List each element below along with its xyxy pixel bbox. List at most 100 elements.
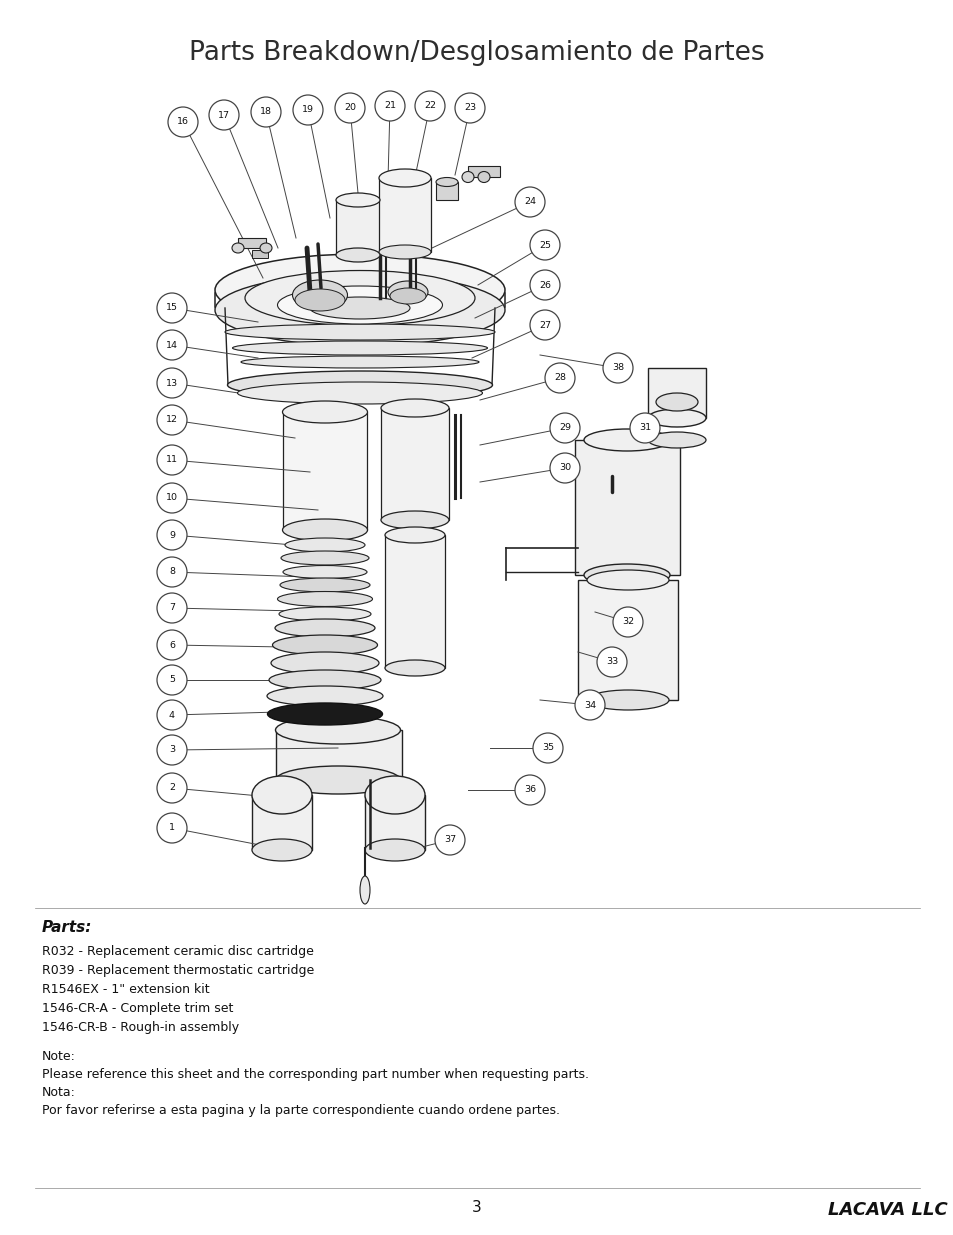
- Circle shape: [575, 690, 604, 720]
- Circle shape: [602, 353, 633, 383]
- Ellipse shape: [260, 243, 272, 253]
- Circle shape: [157, 368, 187, 398]
- Ellipse shape: [267, 703, 382, 725]
- Text: 38: 38: [611, 363, 623, 373]
- Text: R032 - Replacement ceramic disc cartridge: R032 - Replacement ceramic disc cartridg…: [42, 945, 314, 958]
- Bar: [578, 580, 678, 700]
- Circle shape: [209, 100, 239, 130]
- Circle shape: [157, 405, 187, 435]
- Text: 11: 11: [166, 456, 178, 464]
- Text: 7: 7: [169, 604, 174, 613]
- Circle shape: [435, 825, 464, 855]
- Text: 35: 35: [541, 743, 554, 752]
- Ellipse shape: [282, 401, 367, 424]
- Ellipse shape: [378, 169, 431, 186]
- Text: 37: 37: [443, 836, 456, 845]
- Text: 14: 14: [166, 341, 178, 350]
- Ellipse shape: [274, 619, 375, 637]
- Text: 2: 2: [169, 783, 174, 793]
- Text: 30: 30: [558, 463, 571, 473]
- Text: Parts Breakdown/Desglosamiento de Partes: Parts Breakdown/Desglosamiento de Partes: [189, 40, 764, 65]
- Ellipse shape: [281, 551, 369, 564]
- Circle shape: [629, 412, 659, 443]
- Text: 6: 6: [169, 641, 174, 650]
- Bar: [647, 368, 705, 417]
- Text: 12: 12: [166, 415, 178, 425]
- Ellipse shape: [233, 341, 487, 354]
- Text: 5: 5: [169, 676, 174, 684]
- Circle shape: [530, 310, 559, 340]
- Ellipse shape: [335, 248, 379, 262]
- Text: 4: 4: [169, 710, 174, 720]
- Circle shape: [157, 813, 187, 844]
- Ellipse shape: [378, 245, 431, 259]
- Text: 9: 9: [169, 531, 174, 540]
- Text: 13: 13: [166, 378, 178, 388]
- Ellipse shape: [227, 370, 492, 399]
- Ellipse shape: [365, 776, 424, 814]
- Bar: [252, 795, 312, 850]
- Ellipse shape: [245, 270, 475, 326]
- Text: 36: 36: [523, 785, 536, 794]
- Ellipse shape: [280, 578, 370, 592]
- Circle shape: [515, 186, 544, 217]
- Ellipse shape: [380, 399, 449, 417]
- Circle shape: [597, 647, 626, 677]
- Ellipse shape: [656, 393, 698, 411]
- Bar: [378, 178, 431, 252]
- Ellipse shape: [225, 324, 495, 340]
- Text: Parts:: Parts:: [42, 920, 92, 935]
- Text: 27: 27: [538, 321, 551, 330]
- Text: 3: 3: [169, 746, 175, 755]
- Bar: [335, 200, 379, 254]
- Text: 8: 8: [169, 568, 174, 577]
- Ellipse shape: [293, 280, 347, 310]
- Text: Por favor referirse a esta pagina y la parte correspondiente cuando ordene parte: Por favor referirse a esta pagina y la p…: [42, 1104, 559, 1116]
- Circle shape: [168, 107, 198, 137]
- Ellipse shape: [252, 839, 312, 861]
- Circle shape: [251, 98, 281, 127]
- Text: 25: 25: [538, 241, 551, 249]
- Circle shape: [157, 483, 187, 513]
- Ellipse shape: [267, 685, 382, 706]
- Ellipse shape: [269, 671, 380, 690]
- Text: 29: 29: [558, 424, 571, 432]
- Bar: [380, 408, 449, 520]
- Circle shape: [335, 93, 365, 124]
- Circle shape: [157, 735, 187, 764]
- Text: 1546-CR-A - Complete trim set: 1546-CR-A - Complete trim set: [42, 1002, 233, 1015]
- Text: 26: 26: [538, 280, 551, 289]
- Text: 22: 22: [423, 101, 436, 110]
- Circle shape: [157, 664, 187, 695]
- Text: LACAVA LLC: LACAVA LLC: [827, 1200, 947, 1219]
- Circle shape: [415, 91, 444, 121]
- Circle shape: [550, 412, 579, 443]
- Text: 19: 19: [302, 105, 314, 115]
- Text: 23: 23: [463, 104, 476, 112]
- Ellipse shape: [285, 538, 365, 552]
- Ellipse shape: [278, 606, 371, 621]
- Bar: [283, 412, 367, 530]
- Text: 31: 31: [639, 424, 650, 432]
- Circle shape: [375, 91, 405, 121]
- Ellipse shape: [586, 571, 668, 590]
- Bar: [365, 795, 424, 850]
- Text: R1546EX - 1" extension kit: R1546EX - 1" extension kit: [42, 983, 210, 995]
- Bar: [385, 535, 444, 668]
- Ellipse shape: [477, 172, 490, 183]
- Ellipse shape: [380, 511, 449, 529]
- Ellipse shape: [282, 519, 367, 541]
- Ellipse shape: [390, 288, 426, 304]
- Circle shape: [157, 445, 187, 475]
- Ellipse shape: [310, 296, 410, 319]
- Circle shape: [157, 557, 187, 587]
- Text: 1: 1: [169, 824, 174, 832]
- Ellipse shape: [385, 527, 444, 543]
- Text: Please reference this sheet and the corresponding part number when requesting pa: Please reference this sheet and the corr…: [42, 1068, 588, 1081]
- Bar: [575, 440, 679, 576]
- Ellipse shape: [647, 409, 705, 427]
- Ellipse shape: [277, 592, 372, 606]
- Circle shape: [157, 630, 187, 659]
- Circle shape: [530, 270, 559, 300]
- Ellipse shape: [214, 254, 504, 326]
